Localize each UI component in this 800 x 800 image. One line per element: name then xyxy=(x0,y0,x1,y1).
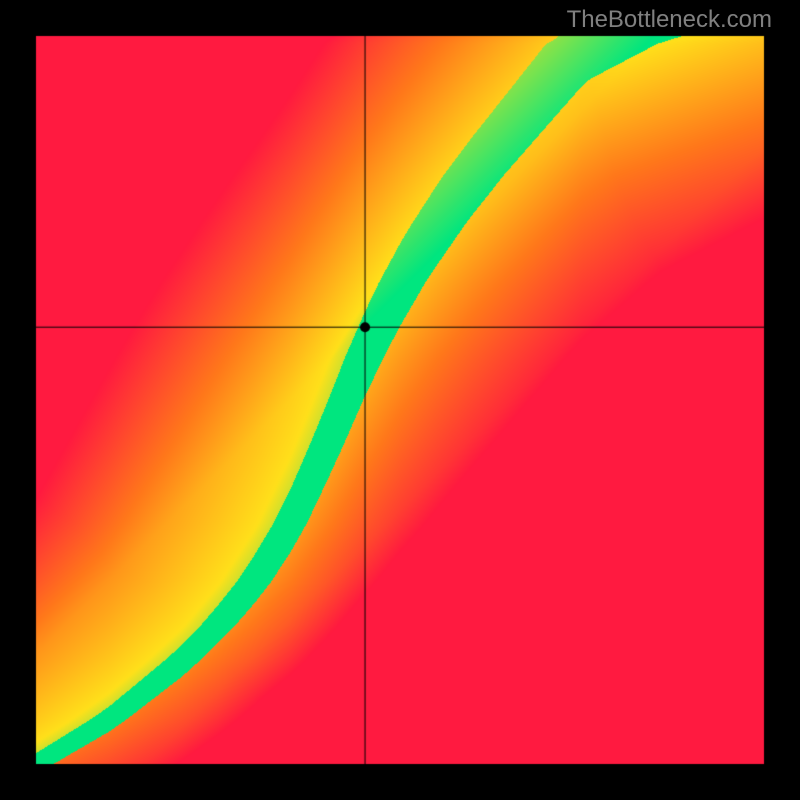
watermark-text: TheBottleneck.com xyxy=(567,6,772,34)
heatmap-canvas xyxy=(0,0,800,800)
bottleneck-heatmap-chart: TheBottleneck.com xyxy=(0,0,800,800)
